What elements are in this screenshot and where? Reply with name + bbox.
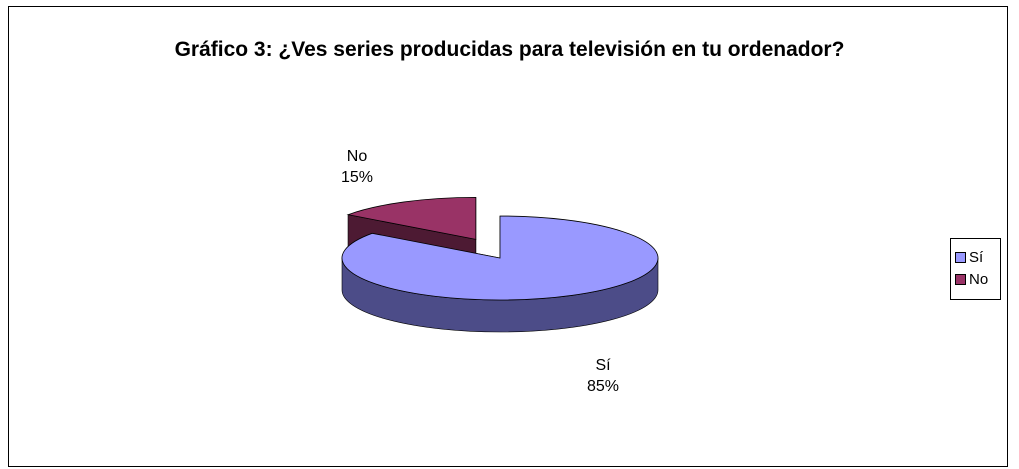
data-label-no: No 15% <box>322 146 392 188</box>
legend: Sí No <box>950 238 1001 300</box>
legend-label-si: Sí <box>969 248 984 266</box>
data-label-no-name: No <box>346 148 368 165</box>
data-label-no-value: 15% <box>340 169 374 186</box>
pie-slice-s <box>341 215 659 301</box>
data-label-si: Sí 85% <box>568 355 638 397</box>
data-label-si-value: 85% <box>586 378 620 395</box>
data-label-si-name: Sí <box>595 357 611 374</box>
legend-item-no: No <box>955 269 988 289</box>
legend-swatch-si <box>955 251 966 263</box>
pie-slice-no <box>346 196 477 240</box>
legend-item-si: Sí <box>955 247 983 267</box>
chart-title: Gráfico 3: ¿Ves series producidas para t… <box>174 38 845 61</box>
legend-label-no: No <box>969 270 989 288</box>
legend-swatch-no <box>955 273 966 285</box>
